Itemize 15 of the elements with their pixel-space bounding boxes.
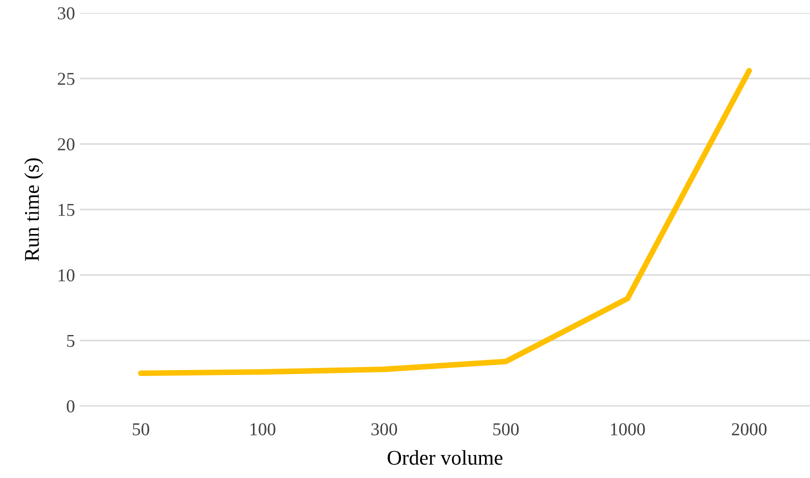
x-tick-label: 2000 <box>732 423 767 436</box>
y-tick-label: 15 <box>58 204 74 216</box>
y-tick-label: 0 <box>66 400 74 412</box>
y-axis-title: Run time (s) <box>24 158 44 261</box>
y-tick-label: 25 <box>58 72 74 85</box>
x-tick-label: 500 <box>493 423 519 436</box>
x-tick-label: 1000 <box>611 423 645 436</box>
x-tick-label: 100 <box>250 423 276 436</box>
x-axis-title: Order volume <box>388 450 502 465</box>
y-tick-label: 10 <box>58 269 74 282</box>
y-tick-label: 5 <box>67 334 74 347</box>
y-tick-label: 30 <box>58 7 74 20</box>
y-tick-label: 20 <box>58 138 74 150</box>
x-tick-label: 50 <box>132 423 150 436</box>
x-tick-label: 300 <box>371 423 398 436</box>
